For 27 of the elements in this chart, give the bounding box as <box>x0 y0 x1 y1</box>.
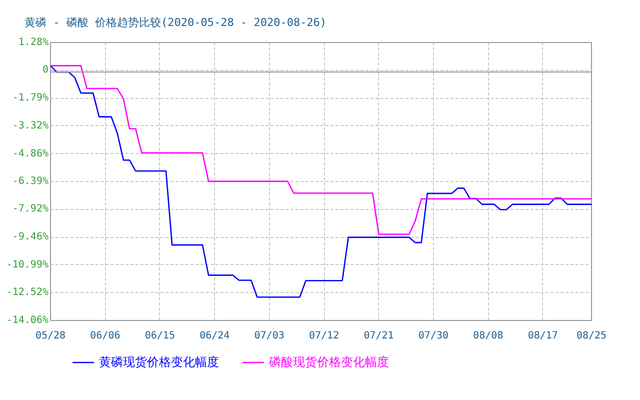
x-tick-label: 07/30 <box>418 330 449 342</box>
x-tick-label: 08/25 <box>576 330 607 342</box>
x-tick-label: 06/06 <box>90 330 120 342</box>
chart-title: 黄磷 - 磷酸 价格趋势比较(2020-05-28 - 2020-08-26) <box>24 16 327 29</box>
y-tick-label: -6.39% <box>12 176 48 187</box>
y-tick-label: 1.28% <box>18 37 49 48</box>
y-tick-label: 0 <box>42 64 49 76</box>
x-tick-label: 06/15 <box>144 330 175 342</box>
y-tick-label: -14.06% <box>6 315 49 326</box>
x-tick-label: 08/17 <box>528 330 558 342</box>
x-tick-label: 05/28 <box>35 330 66 342</box>
y-tick-label: -10.99% <box>6 259 49 270</box>
legend-label: 黄磷现货价格变化幅度 <box>99 354 219 370</box>
y-tick-label: -4.86% <box>12 148 48 160</box>
line-series <box>50 65 592 298</box>
x-tick-label: 07/21 <box>364 330 394 342</box>
x-tick-label: 06/24 <box>200 330 230 342</box>
y-tick-label: -9.46% <box>12 232 48 243</box>
x-tick-label: 07/03 <box>254 330 284 342</box>
y-tick-label: -3.32% <box>12 120 48 132</box>
line-series <box>50 65 592 235</box>
y-tick-label: -7.92% <box>12 204 48 215</box>
y-tick-label: -12.52% <box>6 287 49 298</box>
x-tick-label: 07/12 <box>308 330 340 342</box>
x-tick-label: 08/08 <box>473 330 504 342</box>
legend-label: 磷酸现货价格变化幅度 <box>269 354 389 370</box>
y-tick-label: -1.79% <box>12 92 48 104</box>
